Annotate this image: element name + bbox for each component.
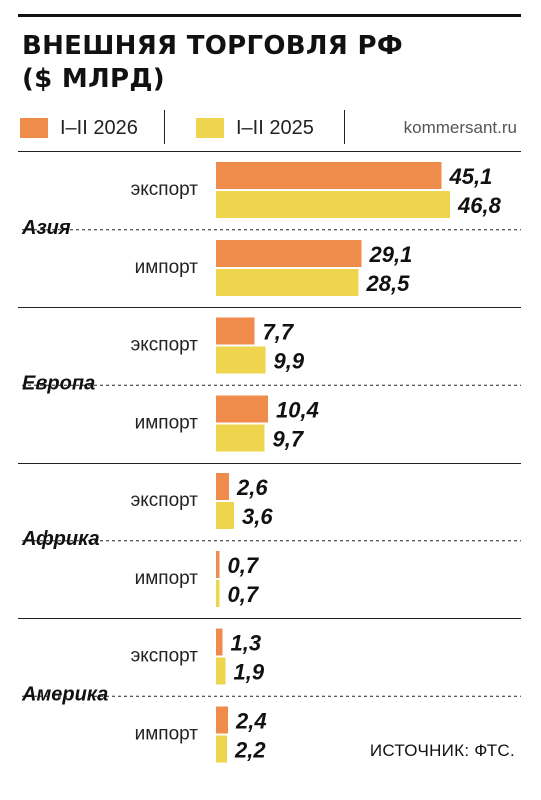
bar xyxy=(216,735,227,763)
legend-swatch-2026 xyxy=(20,118,48,138)
bar xyxy=(216,424,265,452)
top-rule xyxy=(18,14,521,17)
flow-label: экспорт xyxy=(131,646,199,667)
data-label: 45,1 xyxy=(449,164,493,189)
source-note: ИСТОЧНИК: ФТС. xyxy=(369,741,515,760)
bar xyxy=(216,240,362,267)
source-site: kommersant.ru xyxy=(403,118,517,137)
data-label: 7,7 xyxy=(263,320,295,345)
flow-label: экспорт xyxy=(131,335,199,356)
bar xyxy=(216,502,234,529)
data-label: 2,6 xyxy=(236,475,268,500)
bar xyxy=(216,473,229,500)
flow-label: экспорт xyxy=(131,179,199,200)
data-label: 3,6 xyxy=(242,504,273,529)
data-label: 28,5 xyxy=(366,271,411,296)
section-divider xyxy=(18,463,521,464)
flow-label: экспорт xyxy=(131,490,199,511)
flow-label: импорт xyxy=(135,568,199,589)
legend: I–II 2026 I–II 2025 kommersant.ru xyxy=(18,104,521,148)
bar xyxy=(216,628,223,656)
legend-swatch-2025 xyxy=(196,118,224,138)
bar xyxy=(216,162,442,189)
section-divider xyxy=(18,307,521,308)
legend-label-2026: I–II 2026 xyxy=(60,117,138,139)
data-label: 2,4 xyxy=(235,709,267,734)
bar xyxy=(216,580,220,607)
bar xyxy=(216,269,359,296)
data-label: 0,7 xyxy=(228,582,260,607)
flow-label: импорт xyxy=(135,257,199,278)
data-label: 2,2 xyxy=(234,738,266,763)
region-label: Африка xyxy=(21,528,100,550)
section-divider xyxy=(18,618,521,619)
data-label: 1,3 xyxy=(231,631,262,656)
bar xyxy=(216,706,228,734)
bar xyxy=(216,317,255,345)
legend-label-2025: I–II 2025 xyxy=(236,117,314,139)
bar xyxy=(216,346,266,374)
bar xyxy=(216,395,268,423)
bar xyxy=(216,191,450,218)
region-label: Азия xyxy=(21,217,71,239)
region-label: Европа xyxy=(22,372,95,394)
legend-divider xyxy=(164,110,165,144)
data-label: 9,9 xyxy=(274,349,305,374)
legend-divider xyxy=(344,110,345,144)
region-label: Америка xyxy=(21,683,108,705)
section-divider xyxy=(18,151,521,152)
chart-title: ВНЕШНЯЯ ТОРГОВЛЯ РФ ($ МЛРД) xyxy=(22,31,403,94)
flow-label: импорт xyxy=(135,413,199,434)
bar xyxy=(216,551,220,578)
data-label: 9,7 xyxy=(273,427,305,452)
data-label: 10,4 xyxy=(276,398,319,423)
data-label: 0,7 xyxy=(228,553,260,578)
data-label: 46,8 xyxy=(457,193,502,218)
data-label: 29,1 xyxy=(369,242,413,267)
bar xyxy=(216,657,226,685)
flow-label: импорт xyxy=(135,724,199,745)
data-label: 1,9 xyxy=(234,660,265,685)
